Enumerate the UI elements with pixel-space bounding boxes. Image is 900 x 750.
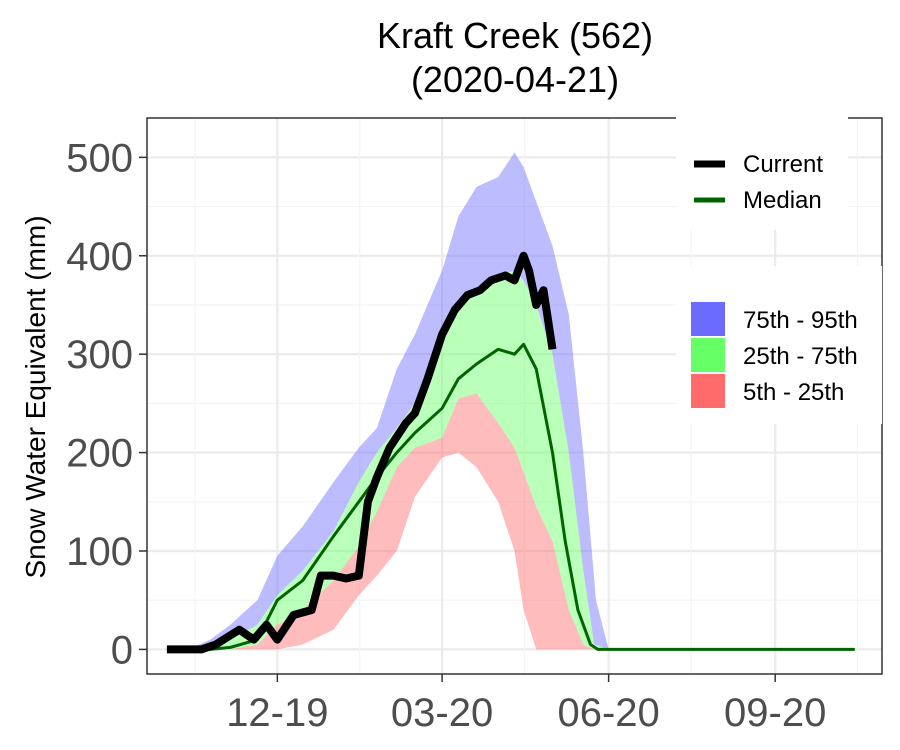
- y-axis-ticks: 0 100 200 300 400 500: [66, 136, 147, 672]
- x-tick-label: 06-20: [557, 691, 659, 735]
- y-tick-label: 0: [111, 628, 133, 672]
- x-axis-ticks: 12-19 03-20 06-20 09-20: [226, 674, 826, 735]
- legend-line-label: Current: [743, 151, 823, 178]
- legend-band-key: [691, 302, 725, 336]
- x-tick-label: 09-20: [724, 691, 826, 735]
- legend-line-label: Median: [743, 187, 822, 214]
- legend-band-label: 75th - 95th: [743, 307, 858, 334]
- y-tick-label: 500: [66, 136, 133, 180]
- y-tick-label: 400: [66, 235, 133, 279]
- legend-lines-box: [676, 112, 848, 230]
- chart-subtitle: (2020-04-21): [410, 59, 620, 100]
- band-25-75: [166, 270, 855, 650]
- series-line-median: [166, 342, 855, 651]
- legend-band-key: [691, 374, 725, 408]
- y-tick-label: 200: [66, 432, 133, 476]
- y-tick-label: 100: [66, 530, 133, 574]
- y-tick-label: 300: [66, 333, 133, 377]
- series-lines: [166, 251, 855, 654]
- percentile-bands: [166, 152, 855, 650]
- band-75-95: [166, 152, 855, 650]
- legend: Current Median 75th - 95th 25th - 75th 5th -…: [676, 112, 882, 424]
- x-tick-label: 03-20: [391, 691, 493, 735]
- x-tick-label: 12-19: [226, 691, 328, 735]
- legend-band-label: 5th - 25th: [743, 379, 844, 406]
- legend-band-label: 25th - 75th: [743, 343, 858, 370]
- legend-band-key: [691, 338, 725, 372]
- series-line-current: [166, 251, 557, 654]
- band-5-25: [166, 393, 855, 650]
- chart-title: Kraft Creek (562): [376, 15, 654, 56]
